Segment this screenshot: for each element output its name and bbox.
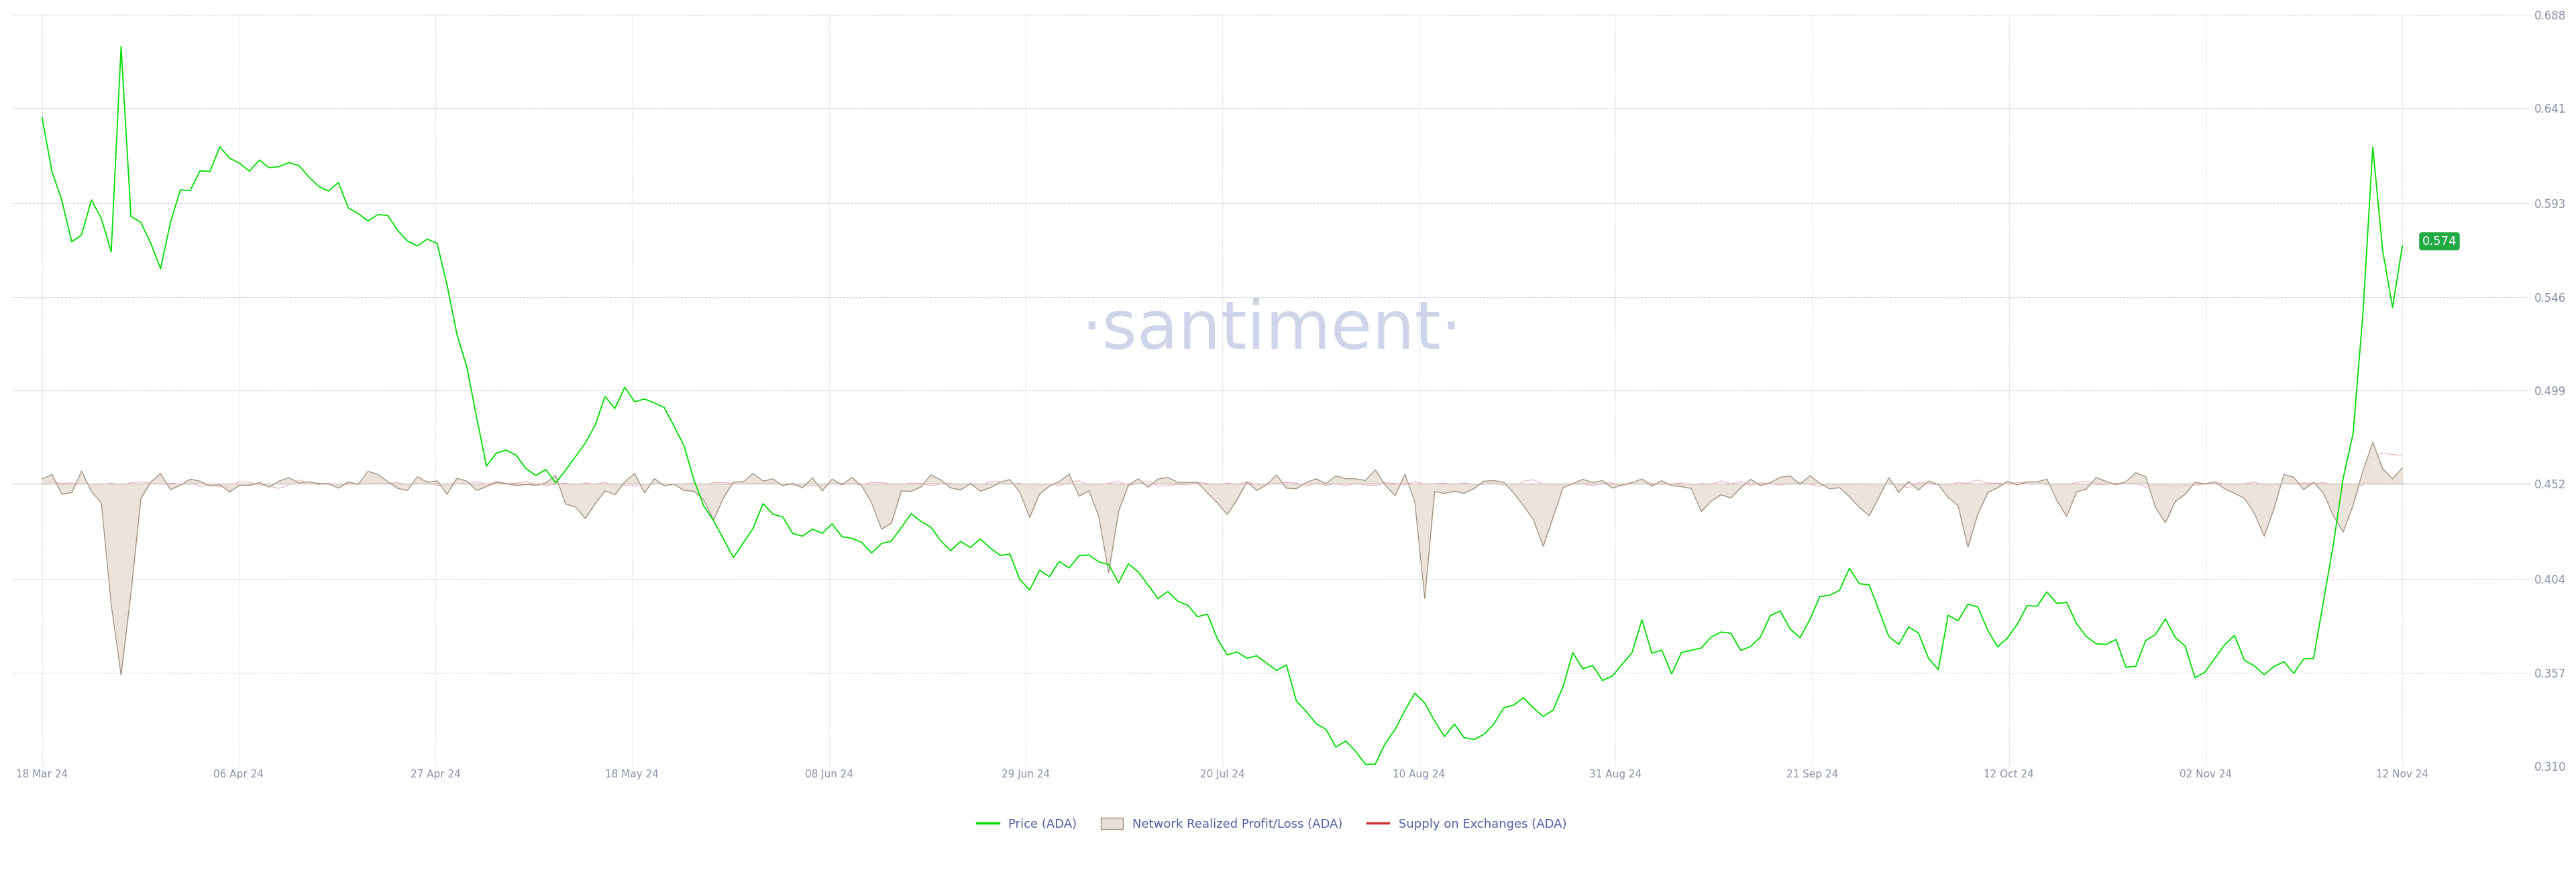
Text: ·santiment·: ·santiment· [1082, 297, 1463, 363]
Legend: Price (ADA), Network Realized Profit/Loss (ADA), Supply on Exchanges (ADA): Price (ADA), Network Realized Profit/Los… [971, 813, 1571, 835]
Text: 0.574: 0.574 [2421, 235, 2458, 248]
